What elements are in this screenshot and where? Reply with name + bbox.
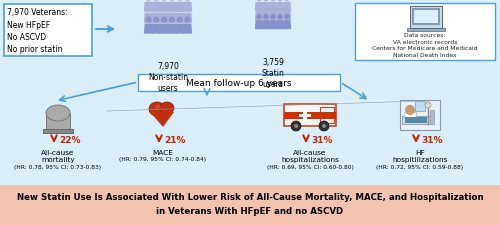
Polygon shape: [255, 3, 263, 12]
Text: MACE: MACE: [152, 149, 174, 155]
Circle shape: [169, 7, 175, 13]
Ellipse shape: [160, 103, 174, 115]
Polygon shape: [160, 3, 169, 13]
Text: 7,970
Non-statin
users: 7,970 Non-statin users: [148, 62, 188, 93]
Text: (HR: 0.72, 95% CI: 0.59-0.88): (HR: 0.72, 95% CI: 0.59-0.88): [376, 164, 464, 169]
Text: 7,970 Veterans:
New HFpEF
No ASCVD
No prior statin: 7,970 Veterans: New HFpEF No ASCVD No pr…: [7, 8, 68, 54]
Circle shape: [184, 7, 190, 13]
Bar: [299, 115, 311, 117]
Text: HF
hospitilizations: HF hospitilizations: [392, 149, 448, 163]
Text: in Veterans With HFpEF and no ASCVD: in Veterans With HFpEF and no ASCVD: [156, 207, 344, 216]
Text: All-cause
mortality: All-cause mortality: [41, 149, 75, 163]
FancyBboxPatch shape: [138, 75, 340, 92]
Bar: [414, 11, 438, 24]
Polygon shape: [262, 12, 270, 21]
Polygon shape: [269, 3, 277, 12]
Text: (HR: 0.69, 95% CI: 0.60-0.80): (HR: 0.69, 95% CI: 0.60-0.80): [266, 164, 354, 169]
Polygon shape: [144, 14, 153, 24]
Polygon shape: [183, 24, 192, 34]
Circle shape: [284, 15, 290, 20]
Bar: [0, 185, 500, 225]
Text: All-cause
hospitalizations: All-cause hospitalizations: [281, 149, 339, 163]
Polygon shape: [269, 12, 277, 21]
Circle shape: [256, 6, 262, 11]
Circle shape: [184, 17, 190, 24]
Polygon shape: [160, 14, 169, 24]
Polygon shape: [167, 24, 176, 34]
Ellipse shape: [155, 105, 161, 110]
Circle shape: [270, 6, 276, 11]
Polygon shape: [262, 3, 270, 12]
FancyBboxPatch shape: [355, 4, 495, 61]
Circle shape: [184, 0, 190, 2]
Bar: [412, 9, 440, 26]
Circle shape: [263, 6, 269, 11]
Polygon shape: [283, 12, 291, 21]
Circle shape: [161, 0, 167, 2]
Circle shape: [291, 122, 301, 131]
Circle shape: [169, 0, 175, 2]
Circle shape: [161, 17, 167, 24]
Bar: [402, 117, 432, 124]
Circle shape: [263, 15, 269, 20]
Circle shape: [263, 0, 269, 2]
Text: (HR: 0.79, 95% CI: 0.74-0.84): (HR: 0.79, 95% CI: 0.74-0.84): [120, 157, 206, 162]
Bar: [0, 97, 500, 185]
Circle shape: [256, 0, 262, 2]
Circle shape: [176, 0, 183, 2]
Circle shape: [294, 124, 298, 128]
Circle shape: [277, 15, 283, 20]
Circle shape: [176, 7, 183, 13]
Circle shape: [256, 15, 262, 20]
Text: Mean follow-up 6 years: Mean follow-up 6 years: [186, 79, 292, 88]
Bar: [430, 110, 434, 124]
Text: 31%: 31%: [311, 136, 332, 145]
Bar: [284, 105, 336, 126]
Polygon shape: [150, 112, 174, 127]
Polygon shape: [144, 3, 153, 13]
Ellipse shape: [149, 103, 165, 117]
Circle shape: [270, 0, 276, 2]
Bar: [303, 110, 307, 122]
Circle shape: [322, 124, 326, 128]
Text: 3,759
Statin
users: 3,759 Statin users: [262, 58, 284, 89]
Polygon shape: [255, 21, 263, 30]
Text: 22%: 22%: [59, 136, 80, 145]
Circle shape: [425, 103, 431, 108]
Ellipse shape: [46, 106, 70, 122]
Bar: [46, 113, 70, 131]
Polygon shape: [276, 21, 284, 30]
Text: Data sources:
VA electronic records
Centers for Medicare and Medicaid
National D: Data sources: VA electronic records Cent…: [372, 33, 478, 58]
Bar: [404, 112, 416, 119]
Circle shape: [153, 0, 160, 2]
Bar: [400, 101, 440, 130]
Polygon shape: [167, 14, 176, 24]
Text: 31%: 31%: [421, 136, 442, 145]
Polygon shape: [276, 12, 284, 21]
Circle shape: [161, 7, 167, 13]
Polygon shape: [167, 3, 176, 13]
Circle shape: [153, 17, 160, 24]
Bar: [43, 129, 73, 133]
Polygon shape: [183, 14, 192, 24]
Bar: [405, 117, 427, 124]
Polygon shape: [283, 21, 291, 30]
Polygon shape: [283, 3, 291, 12]
Polygon shape: [152, 3, 161, 13]
Circle shape: [146, 0, 152, 2]
Polygon shape: [269, 21, 277, 30]
Text: (HR: 0.78, 95% CI: 0.73-0.83): (HR: 0.78, 95% CI: 0.73-0.83): [14, 164, 102, 169]
Circle shape: [277, 6, 283, 11]
Polygon shape: [255, 12, 263, 21]
Polygon shape: [262, 21, 270, 30]
Circle shape: [319, 122, 329, 131]
Polygon shape: [175, 3, 184, 13]
Bar: [410, 7, 442, 29]
Circle shape: [153, 7, 160, 13]
Polygon shape: [144, 24, 153, 34]
Circle shape: [146, 17, 152, 24]
Polygon shape: [152, 24, 161, 34]
Polygon shape: [175, 14, 184, 24]
Text: New Statin Use Is Associated With Lower Risk of All-Cause Mortality, MACE, and H: New Statin Use Is Associated With Lower …: [16, 193, 483, 202]
